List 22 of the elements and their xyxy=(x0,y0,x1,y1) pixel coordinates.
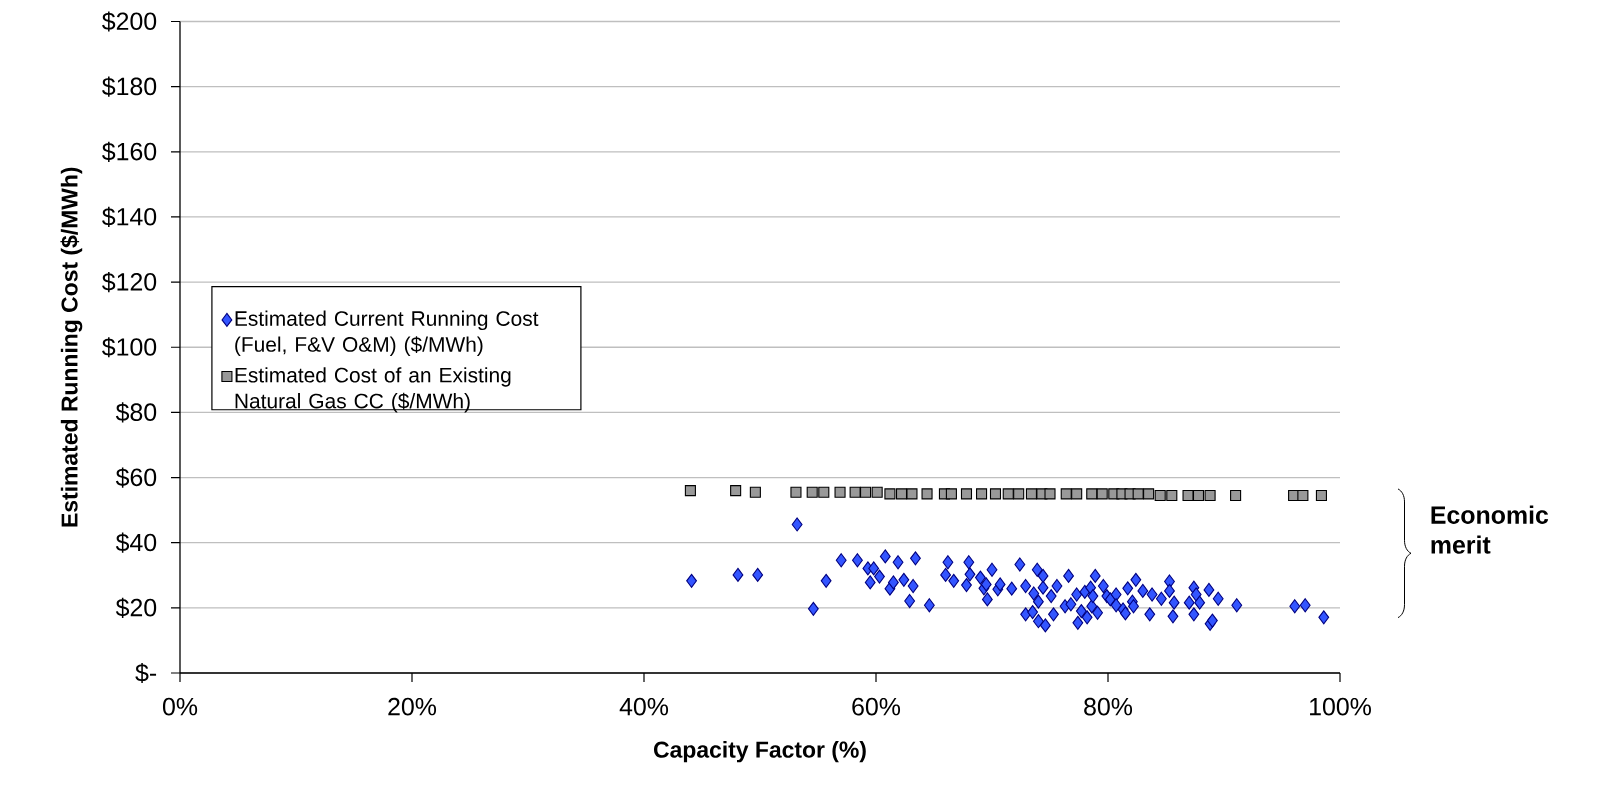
x-tick-label: 0% xyxy=(162,697,198,716)
text: Economic merit xyxy=(1431,505,1549,554)
y-tick-label: $100 xyxy=(102,337,157,358)
x-tick-label: 60% xyxy=(852,697,901,716)
y-tick-label: $160 xyxy=(102,141,157,162)
legend-label: Estimated Cost of an Existing Natural Gas CC ($/MWh) xyxy=(235,367,511,413)
y-tick-label: $180 xyxy=(102,76,157,97)
y-axis-title: Estimated Running Cost ($/MWh) xyxy=(60,167,83,527)
y-tick-label: $- xyxy=(135,662,157,684)
y-tick-label: $120 xyxy=(102,272,157,293)
x-tick-label: 20% xyxy=(388,697,437,716)
legend-label: Estimated Current Running Cost (Fuel, F&V O&M) ($/MWh) xyxy=(235,310,539,356)
y-tick-label: $20 xyxy=(115,597,157,618)
y-tick-label: $140 xyxy=(102,206,157,228)
y-tick-label: $200 xyxy=(102,11,157,32)
y-tick-label: $60 xyxy=(115,467,157,488)
y-tick-label: $40 xyxy=(115,532,157,553)
x-tick-label: 40% xyxy=(619,697,669,716)
y-tick-label: $80 xyxy=(115,402,157,423)
x-axis-title: Capacity Factor (%) xyxy=(653,740,866,763)
x-tick-label: 80% xyxy=(1084,697,1133,716)
x-tick-label: 100% xyxy=(1310,697,1371,716)
